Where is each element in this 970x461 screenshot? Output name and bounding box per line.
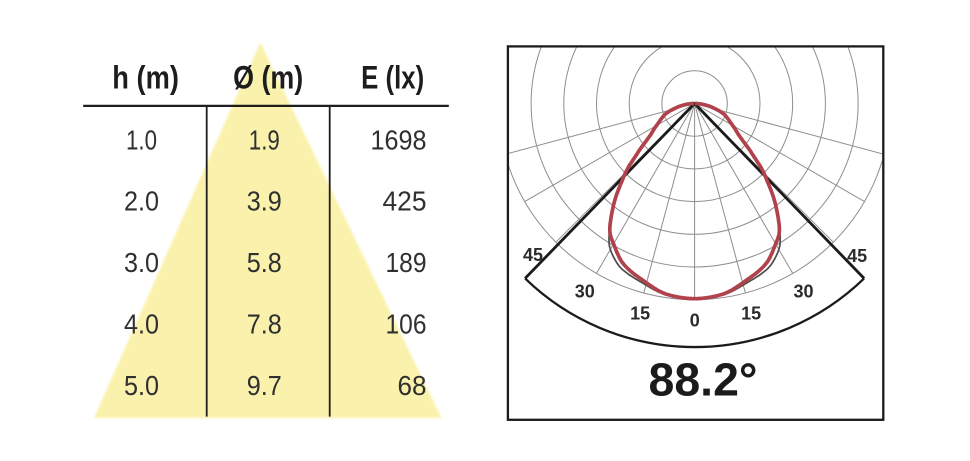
svg-text:88.2°: 88.2° — [649, 354, 758, 406]
svg-text:1.9: 1.9 — [249, 124, 280, 155]
svg-text:7.8: 7.8 — [247, 308, 282, 339]
svg-text:5.0: 5.0 — [124, 370, 159, 401]
svg-text:15: 15 — [741, 303, 761, 323]
svg-text:30: 30 — [575, 282, 595, 302]
svg-text:45: 45 — [847, 246, 867, 266]
svg-text:15: 15 — [630, 303, 650, 323]
svg-text:3.9: 3.9 — [247, 186, 282, 217]
svg-text:5.8: 5.8 — [247, 247, 282, 278]
svg-text:106: 106 — [386, 308, 427, 339]
svg-text:45: 45 — [523, 245, 543, 265]
svg-text:2.0: 2.0 — [124, 186, 159, 217]
svg-text:h (m): h (m) — [112, 59, 179, 95]
svg-text:0: 0 — [690, 311, 700, 331]
svg-text:425: 425 — [383, 186, 427, 217]
svg-text:9.7: 9.7 — [247, 370, 282, 401]
svg-text:3.0: 3.0 — [124, 247, 159, 278]
svg-text:E (lx): E (lx) — [361, 59, 424, 95]
svg-text:1698: 1698 — [371, 124, 427, 155]
svg-text:68: 68 — [398, 370, 427, 401]
svg-text:189: 189 — [386, 247, 427, 278]
svg-text:30: 30 — [793, 282, 813, 302]
svg-text:Ø (m): Ø (m) — [233, 59, 303, 95]
svg-text:4.0: 4.0 — [124, 308, 159, 339]
svg-text:1.0: 1.0 — [126, 124, 157, 155]
